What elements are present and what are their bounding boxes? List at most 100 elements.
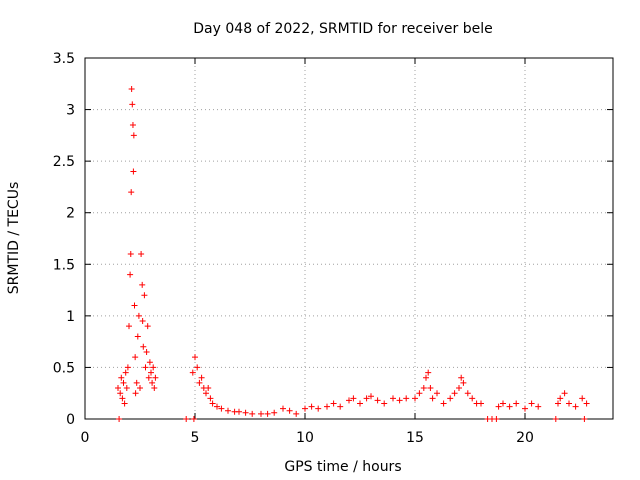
data-point (225, 407, 231, 414)
data-point (427, 385, 434, 392)
data-point (337, 403, 344, 410)
y-tick-label: 1 (66, 309, 75, 325)
data-point (249, 410, 256, 417)
data-point (129, 101, 136, 108)
data-point (142, 364, 149, 371)
data-point (242, 409, 249, 416)
data-point (403, 395, 410, 402)
data-point (528, 400, 535, 407)
data-point (434, 390, 440, 397)
data-point (130, 132, 137, 139)
data-point (302, 405, 308, 412)
data-point (128, 189, 135, 196)
data-point (429, 395, 436, 402)
data-point (194, 364, 201, 371)
data-point (535, 403, 542, 410)
data-point (583, 400, 590, 407)
data-point (412, 395, 418, 402)
data-point (561, 390, 568, 397)
data-point (374, 397, 381, 404)
data-point (118, 374, 125, 381)
data-point (416, 390, 423, 397)
data-point (581, 416, 588, 422)
data-point (119, 395, 126, 402)
data-point (148, 369, 154, 376)
data-point (139, 281, 146, 288)
data-point (218, 405, 225, 412)
data-points (115, 85, 590, 422)
data-point (396, 397, 403, 404)
y-tick-label: 3 (66, 103, 75, 119)
data-point (116, 416, 123, 422)
data-point (236, 408, 242, 415)
data-point (183, 416, 190, 422)
data-point (264, 410, 271, 417)
data-point (121, 400, 128, 407)
data-point (420, 385, 427, 392)
y-tick-label: 2.5 (53, 154, 75, 170)
data-point (144, 323, 151, 330)
data-point (447, 395, 454, 402)
y-axis-label: SRMTID / TECUs (6, 182, 22, 295)
x-tick-label: 5 (191, 430, 200, 446)
data-point (381, 400, 388, 407)
data-point (192, 354, 198, 361)
data-point (203, 390, 209, 397)
data-point (357, 400, 363, 407)
data-point (134, 333, 141, 340)
data-point (198, 374, 205, 381)
data-point (286, 407, 293, 414)
data-point (207, 395, 214, 402)
data-point (330, 400, 337, 407)
y-tick-label: 2 (66, 206, 75, 222)
data-point (513, 400, 520, 407)
y-tick-label: 3.5 (53, 51, 75, 67)
data-point (469, 395, 476, 402)
data-point (458, 374, 465, 381)
data-point (135, 312, 142, 319)
data-point (500, 400, 506, 407)
data-point (271, 409, 278, 416)
data-point (368, 393, 374, 400)
data-point (493, 416, 500, 422)
data-point (214, 403, 220, 410)
data-point (324, 403, 330, 410)
data-point (151, 385, 158, 392)
data-point (555, 400, 561, 407)
data-point (440, 400, 447, 407)
data-point (478, 400, 484, 407)
grid-lines (85, 58, 613, 419)
data-point (150, 364, 157, 371)
data-point (132, 354, 139, 361)
data-point (258, 410, 264, 417)
data-point (451, 390, 458, 397)
data-point (143, 348, 150, 355)
x-tick-label: 20 (516, 430, 534, 446)
data-point (126, 323, 132, 330)
data-point (129, 122, 136, 129)
data-point (350, 395, 357, 402)
data-point (205, 385, 212, 392)
data-point (146, 359, 153, 366)
data-point (117, 390, 124, 397)
chart-title: Day 048 of 2022, SRMTID for receiver bel… (193, 21, 492, 37)
data-point (293, 410, 300, 417)
data-point (139, 318, 146, 325)
data-point (149, 379, 156, 386)
data-point (390, 395, 396, 402)
data-point (566, 400, 572, 407)
x-tick-labels: 0 5 10 15 20 (81, 430, 534, 446)
data-point (123, 385, 130, 392)
data-point (464, 390, 471, 397)
data-point (522, 405, 528, 412)
data-point (209, 400, 216, 407)
data-point (190, 416, 197, 422)
data-point (363, 395, 370, 402)
data-point (346, 397, 352, 404)
data-point (572, 403, 579, 410)
x-axis-label: GPS time / hours (284, 459, 401, 475)
y-tick-label: 1.5 (53, 257, 75, 273)
data-point (127, 271, 134, 278)
data-point (506, 403, 513, 410)
data-point (115, 385, 121, 392)
